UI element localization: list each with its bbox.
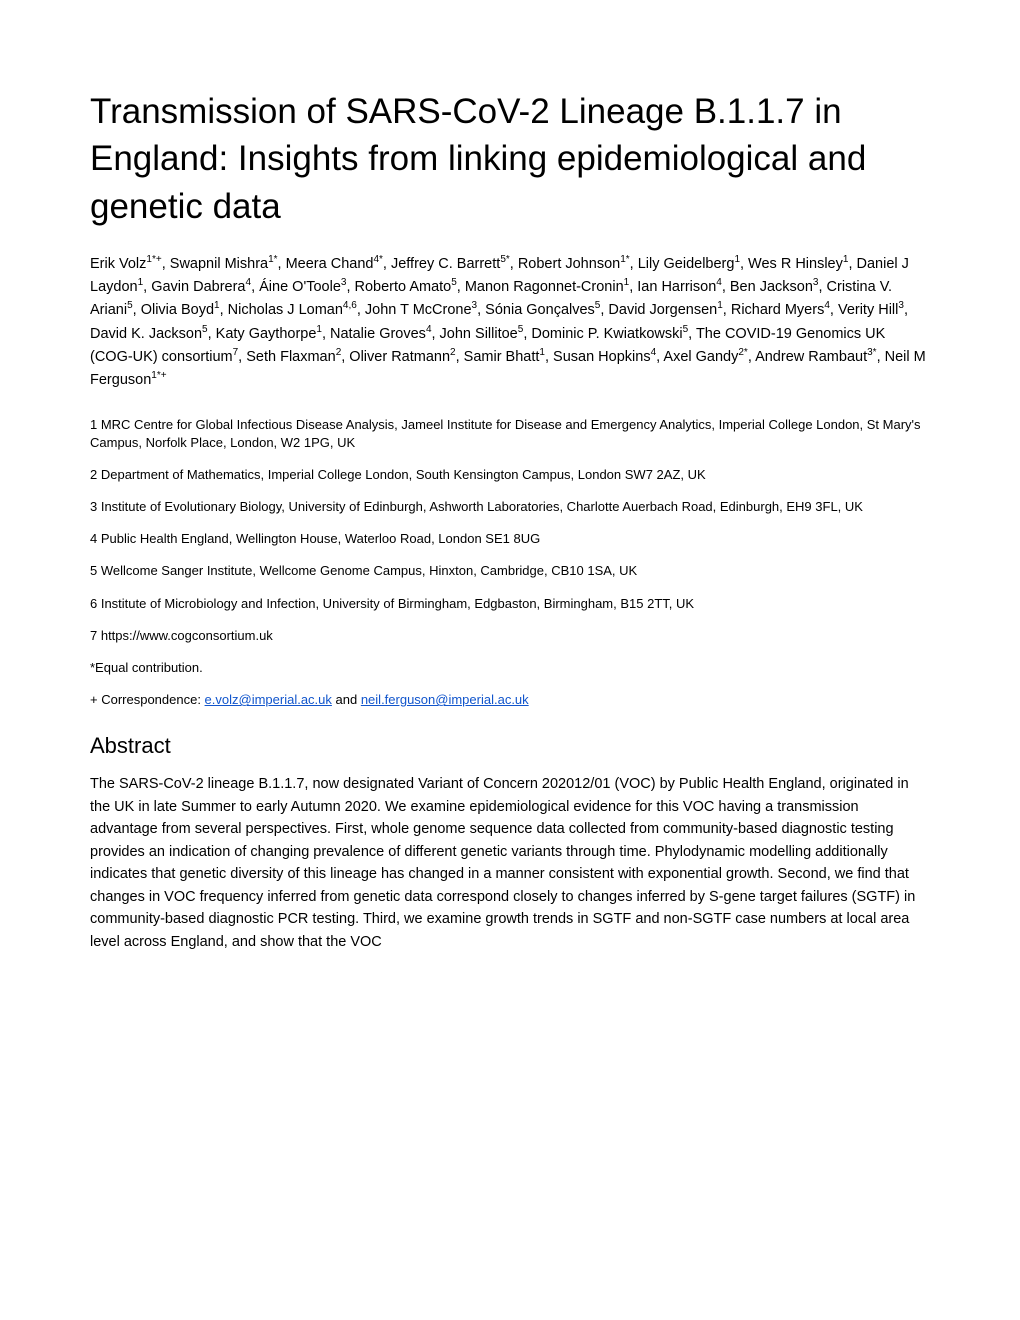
paper-page: Transmission of SARS-CoV-2 Lineage B.1.1… — [0, 0, 1020, 1320]
correspondence-line: + Correspondence: e.volz@imperial.ac.uk … — [90, 691, 930, 709]
correspondence-email-1[interactable]: e.volz@imperial.ac.uk — [205, 692, 332, 707]
affiliation-6: 6 Institute of Microbiology and Infectio… — [90, 595, 930, 613]
affiliation-2: 2 Department of Mathematics, Imperial Co… — [90, 466, 930, 484]
paper-title: Transmission of SARS-CoV-2 Lineage B.1.1… — [90, 88, 930, 230]
author-list: Erik Volz1*+, Swapnil Mishra1*, Meera Ch… — [90, 252, 930, 392]
affiliation-1: 1 MRC Centre for Global Infectious Disea… — [90, 416, 930, 452]
affiliation-3: 3 Institute of Evolutionary Biology, Uni… — [90, 498, 930, 516]
affiliation-5: 5 Wellcome Sanger Institute, Wellcome Ge… — [90, 562, 930, 580]
affiliation-7: 7 https://www.cogconsortium.uk — [90, 627, 930, 645]
correspondence-and: and — [332, 692, 361, 707]
abstract-heading: Abstract — [90, 733, 930, 759]
correspondence-email-2[interactable]: neil.ferguson@imperial.ac.uk — [361, 692, 529, 707]
correspondence-prefix: + Correspondence: — [90, 692, 205, 707]
affiliations-block: 1 MRC Centre for Global Infectious Disea… — [90, 416, 930, 710]
abstract-body: The SARS-CoV-2 lineage B.1.1.7, now desi… — [90, 773, 930, 953]
equal-contribution-note: *Equal contribution. — [90, 659, 930, 677]
affiliation-4: 4 Public Health England, Wellington Hous… — [90, 530, 930, 548]
